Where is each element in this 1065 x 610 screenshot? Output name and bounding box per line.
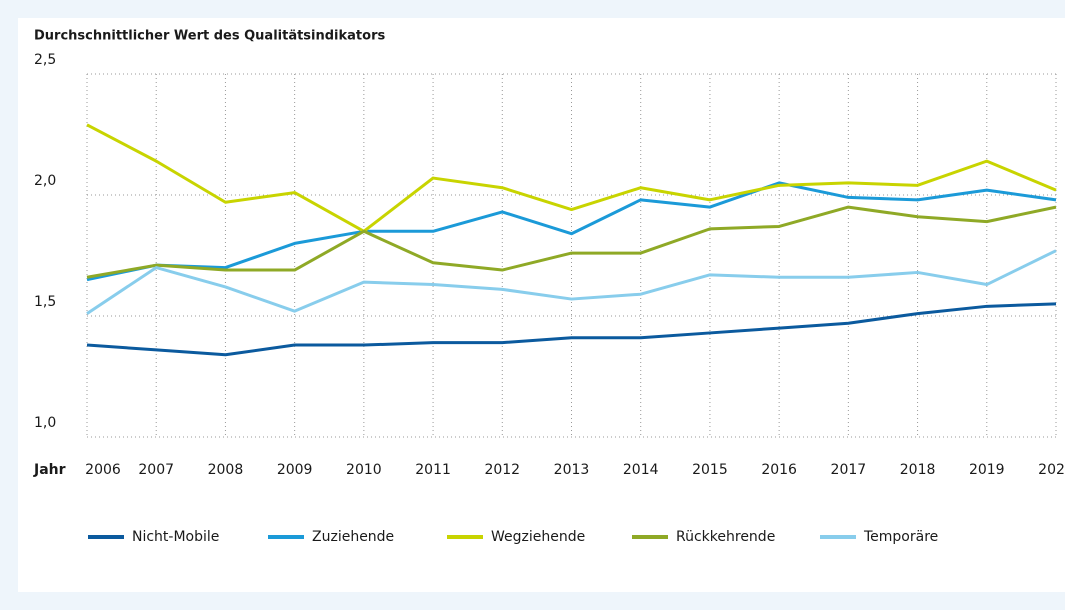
line-series bbox=[86, 181, 1057, 282]
x-tick-label: 2020 bbox=[1038, 462, 1065, 478]
legend-label: Nicht-Mobile bbox=[132, 529, 219, 545]
legend-label: Zuziehende bbox=[312, 529, 394, 545]
x-tick-label: 2017 bbox=[831, 462, 867, 478]
line-series bbox=[86, 205, 1057, 279]
panel bbox=[18, 18, 1065, 592]
x-tick-label: 2014 bbox=[623, 462, 659, 478]
x-tick-label: 2012 bbox=[484, 462, 520, 478]
x-tick-label: 2016 bbox=[761, 462, 797, 478]
x-tick-label: 2019 bbox=[969, 462, 1005, 478]
chart-title: Durchschnittlicher Wert des Qualitätsind… bbox=[34, 29, 385, 44]
x-axis-label: Jahr bbox=[33, 462, 66, 478]
y-tick-label: 1,0 bbox=[34, 415, 56, 431]
y-tick-label: 2,5 bbox=[34, 52, 56, 68]
y-tick-label: 2,0 bbox=[34, 173, 56, 189]
x-tick-label: 2015 bbox=[692, 462, 728, 478]
line-series bbox=[86, 302, 1057, 357]
legend-label: Wegziehende bbox=[491, 529, 585, 545]
x-tick-label: 2010 bbox=[346, 462, 382, 478]
x-tick-label: 2009 bbox=[277, 462, 313, 478]
line-series bbox=[86, 249, 1057, 315]
y-tick-label: 1,5 bbox=[34, 294, 56, 310]
x-tick-label: 2011 bbox=[415, 462, 451, 478]
x-tick-label: 2008 bbox=[208, 462, 244, 478]
x-tick-label: 2013 bbox=[554, 462, 590, 478]
legend-label: Rückkehrende bbox=[676, 529, 775, 545]
legend-label: Temporäre bbox=[863, 529, 938, 545]
x-tick-label: 2006 bbox=[85, 462, 121, 478]
x-tick-label: 2007 bbox=[138, 462, 174, 478]
line-series bbox=[86, 123, 1057, 233]
x-tick-label: 2018 bbox=[900, 462, 936, 478]
